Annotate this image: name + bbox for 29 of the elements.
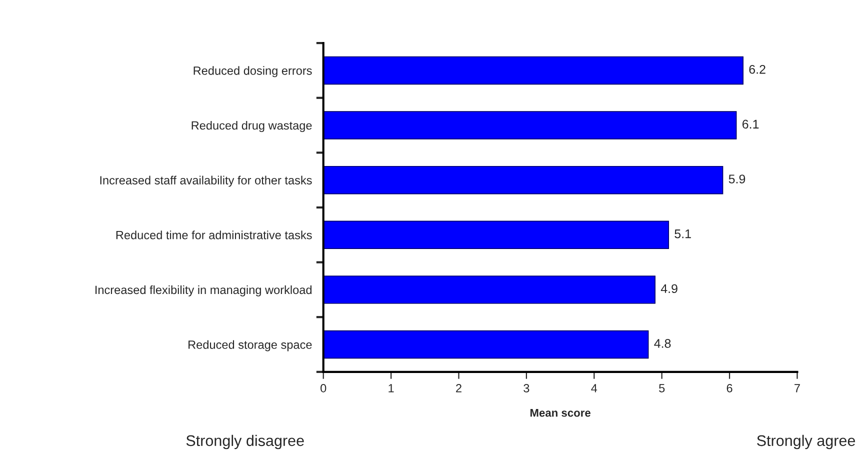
x-tick-label: 5: [659, 384, 665, 392]
y-tick-label: Increased flexibility in managing workload: [95, 285, 312, 296]
text: Strongly agree: [757, 434, 856, 450]
data-label: 5.9: [728, 174, 746, 184]
x-tick-label: 3: [524, 384, 530, 392]
bar: [323, 330, 649, 359]
x-tick-label: 6: [726, 384, 732, 392]
bar: [323, 166, 724, 194]
bar: [323, 111, 737, 140]
y-tick-label: Reduced storage space: [188, 340, 312, 352]
data-label: 4.9: [660, 284, 678, 294]
data-label: 6.1: [742, 120, 759, 129]
x-tick-label: 4: [591, 384, 598, 392]
y-tick-label: Reduced time for administrative tasks: [116, 230, 312, 240]
bar: [323, 56, 744, 85]
y-tick-label: Reduced drug wastage: [192, 120, 312, 132]
bar: [323, 276, 656, 304]
bar: [323, 220, 670, 249]
text: Strongly disagree: [186, 434, 304, 450]
x-axis-title: Mean score: [530, 409, 590, 417]
x-tick-label: 7: [794, 384, 800, 392]
data-label: 5.1: [674, 230, 691, 238]
data-label: 6.2: [749, 64, 766, 74]
data-label: 4.8: [654, 338, 671, 348]
x-tick-label: 0: [320, 384, 326, 392]
y-tick-label: Reduced dosing errors: [194, 66, 312, 78]
x-tick-label: 1: [388, 384, 394, 392]
x-tick-label: 2: [456, 384, 462, 392]
y-tick-label: Increased staff availability for other tasks: [100, 176, 312, 187]
